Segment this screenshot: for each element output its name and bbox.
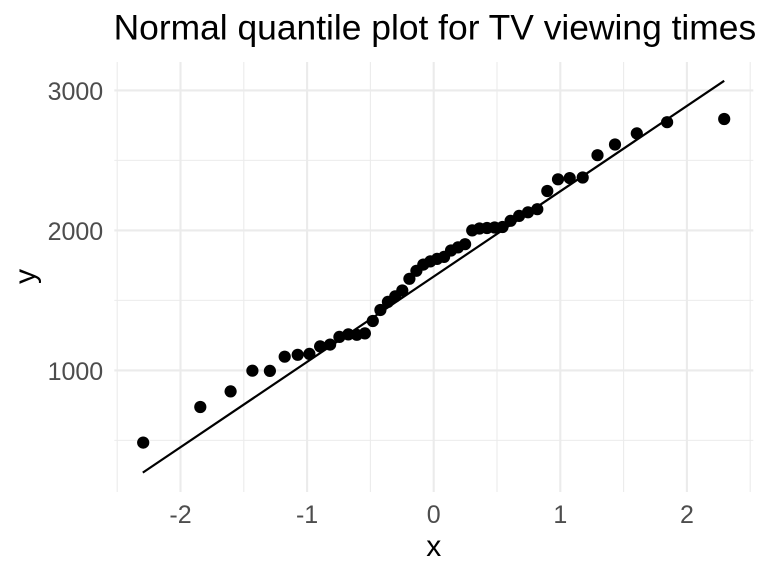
svg-text:-1: -1 — [296, 501, 318, 529]
svg-text:3000: 3000 — [48, 78, 104, 106]
svg-text:2000: 2000 — [48, 218, 104, 246]
svg-text:Normal quantile plot for TV vi: Normal quantile plot for TV viewing time… — [114, 7, 757, 47]
svg-text:1000: 1000 — [48, 358, 104, 386]
svg-text:y: y — [9, 269, 42, 284]
svg-text:0: 0 — [427, 501, 441, 529]
svg-text:1: 1 — [553, 501, 567, 529]
svg-text:2: 2 — [680, 501, 694, 529]
svg-text:-2: -2 — [169, 501, 191, 529]
svg-text:x: x — [426, 530, 441, 563]
